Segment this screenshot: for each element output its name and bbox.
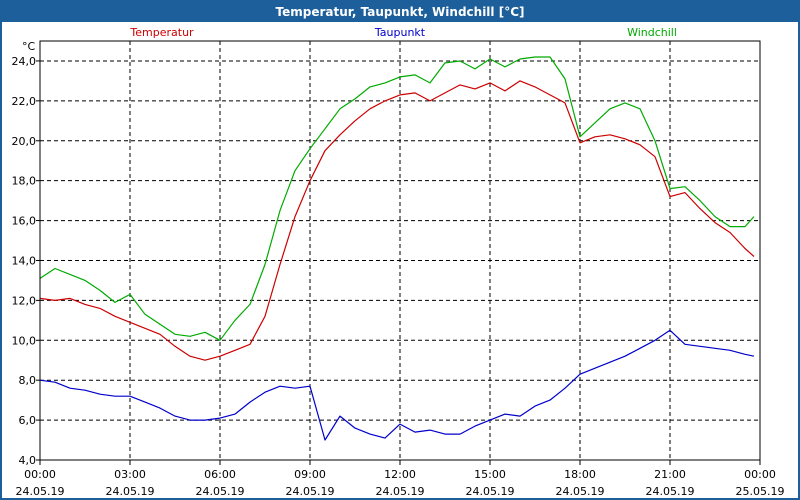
plot-border (39, 40, 761, 461)
x-tick-date: 24.05.19 (16, 485, 65, 498)
legend: Temperatur Taupunkt Windchill (129, 26, 677, 39)
x-tick-time: 00:00 (24, 468, 56, 481)
y-tick-label: 12,0 (12, 294, 37, 307)
y-tick-label: 18,0 (12, 175, 37, 188)
y-tick-label: 22,0 (12, 95, 37, 108)
x-tick-date: 24.05.19 (196, 485, 245, 498)
x-tick-time: 18:00 (564, 468, 596, 481)
x-tick-date: 24.05.19 (376, 485, 425, 498)
x-tick-time: 06:00 (204, 468, 236, 481)
grid-lines (39, 41, 761, 461)
series-lines (39, 56, 755, 441)
series-line-temperatur (39, 80, 755, 361)
x-tick-time: 21:00 (654, 468, 686, 481)
y-tick-label: 8,0 (19, 374, 37, 387)
x-tick-time: 15:00 (474, 468, 506, 481)
y-axis-ticks: 4,0 6,0 8,0 10,0 12,0 14,0 16,0 18,0 20,0 22,0 24,… (12, 55, 40, 467)
x-axis-ticks: 00:00 24.05.19 03:00 24.05.19 06:00 24.05.19 0… (16, 460, 785, 498)
legend-taupunkt: Taupunkt (374, 26, 426, 39)
x-tick-date: 24.05.19 (556, 485, 605, 498)
x-tick-date: 24.05.19 (466, 485, 515, 498)
y-axis-label: °C (22, 40, 36, 53)
y-tick-label: 6,0 (19, 414, 37, 427)
y-tick-label: 16,0 (12, 215, 37, 228)
y-tick-label: 10,0 (12, 334, 37, 347)
y-tick-label: 24,0 (12, 55, 37, 68)
x-tick-time: 12:00 (384, 468, 416, 481)
x-tick-date: 24.05.19 (646, 485, 695, 498)
legend-temperatur: Temperatur (129, 26, 194, 39)
legend-windchill: Windchill (627, 26, 677, 39)
window-title: Temperatur, Taupunkt, Windchill [°C] (2, 2, 798, 22)
x-tick-date: 24.05.19 (286, 485, 335, 498)
series-line-windchill (39, 56, 755, 341)
y-tick-label: 14,0 (12, 254, 37, 267)
y-tick-label: 20,0 (12, 135, 37, 148)
series-line-taupunkt (39, 329, 755, 441)
y-tick-label: 4,0 (19, 454, 37, 467)
x-tick-date: 25.05.19 (736, 485, 785, 498)
x-tick-time: 03:00 (114, 468, 146, 481)
x-tick-time: 00:00 (744, 468, 776, 481)
x-tick-time: 09:00 (294, 468, 326, 481)
x-tick-date: 24.05.19 (106, 485, 155, 498)
